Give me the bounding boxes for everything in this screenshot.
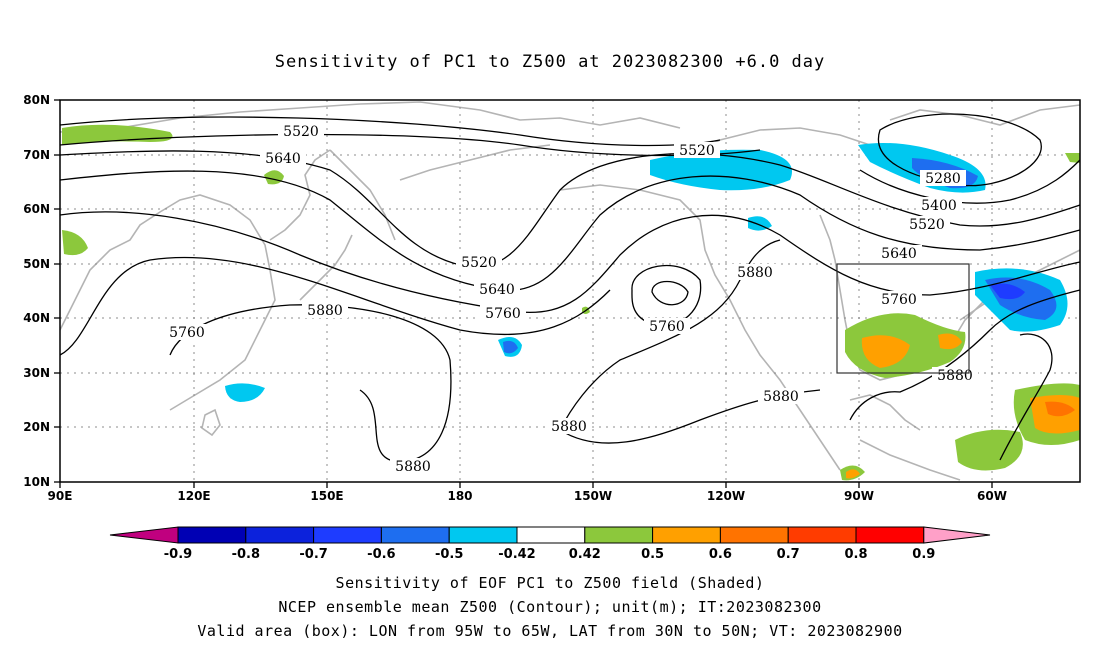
shade-blue-pacific [503,340,518,354]
longitude-labels: 90E 120E 150E 180 150W 120W 90W 60W [48,489,1007,503]
latitude-labels: 80N 70N 60N 50N 40N 30N 20N 10N [23,93,50,489]
shade-orange-mexico [846,469,860,479]
chart-title: Sensitivity of PC1 to Z500 at 2023082300… [274,52,826,72]
colorbar-label: 0.8 [844,547,867,562]
colorbar-label: -0.42 [498,547,535,562]
contour-5880-east [849,289,1081,421]
contour-label: 5760 [881,292,917,308]
caption-valid-area: Valid area (box): LON from 95W to 65W, L… [197,622,903,640]
contour-5640-trough [59,170,1081,292]
colorbar-cell [380,526,450,544]
colorbar-upper-arrow [923,526,991,544]
shade-green-arctic [62,124,173,145]
sensitivity-shading [62,124,1080,481]
colorbar-cell [855,526,925,544]
shade-cyan-west [225,383,265,402]
colorbar-cell [516,526,586,544]
colorbar-cell [584,526,654,544]
lon-label: 150E [310,489,343,503]
caption-shaded: Sensitivity of EOF PC1 to Z500 field (Sh… [335,574,765,592]
colorbar-labels: -0.9 -0.8 -0.7 -0.6 -0.5 -0.42 0.42 0.5 … [164,547,936,562]
colorbar-label: -0.6 [367,547,395,562]
colorbar-label: -0.7 [299,547,327,562]
shade-green-carib [955,429,1023,471]
shade-green-small-b [62,230,88,256]
colorbar-cell [719,526,789,544]
shade-cyan-canada [748,216,772,231]
contour-label: 5880 [937,368,973,384]
colorbar-label: 0.7 [777,547,800,562]
contour-label: 5880 [737,265,773,281]
contour-5880-west [169,304,452,463]
colorbar-cell [787,526,857,544]
lat-label: 10N [23,475,50,489]
contour-label: 5640 [479,282,515,298]
contour-5880-carib [999,333,1053,461]
shade-orange-us-east [938,333,962,350]
lon-label: 90W [844,489,874,503]
contour-label: 5520 [679,143,715,159]
contour-labels: 5520 5640 5520 5280 5400 5520 5640 5760 … [164,123,978,475]
contour-label: 5640 [265,151,301,167]
colorbar-cell [177,526,247,544]
shade-orange-us [861,335,910,368]
lon-label: 120W [707,489,745,503]
contour-label: 5280 [925,171,961,187]
lon-label: 120E [177,489,210,503]
lon-label: 150W [574,489,612,503]
contour-label: 5640 [881,246,917,262]
colorbar-cell [313,526,382,544]
lat-label: 20N [23,420,50,434]
contour-label: 5880 [551,419,587,435]
contour-label: 5760 [485,306,521,322]
colorbar-label: 0.5 [641,547,664,562]
contour-label: 5760 [649,319,685,335]
contour-5280-low [877,113,1042,187]
contour-label: 5520 [461,255,497,271]
lat-label: 60N [23,202,50,216]
shade-red-atl-south [1045,401,1075,417]
colorbar-label: 0.9 [912,547,935,562]
lat-label: 50N [23,257,50,271]
colorbar-label: -0.5 [435,547,463,562]
contour-label: 5880 [763,389,799,405]
contour-5400-low [859,159,1081,204]
colorbar-lower-arrow [109,526,179,544]
map-frame [59,99,1081,483]
lon-label: 60W [977,489,1007,503]
shade-darkblue-atlantic [990,283,1025,300]
lat-label: 70N [23,148,50,162]
colorbar-cell [448,526,518,544]
colorbar-cell [652,526,721,544]
lat-label: 40N [23,311,50,325]
contour-label: 5400 [921,198,957,214]
contour-5520-north [59,116,721,147]
lon-label: 90E [48,489,73,503]
contour-5760-trough [59,211,1081,314]
contour-label: 5880 [395,459,431,475]
contour-label: 5760 [169,325,205,341]
contour-label: 5880 [307,303,343,319]
colorbar-label: -0.9 [164,547,192,562]
contour-small-high [651,280,689,306]
contour-label: 5520 [283,124,319,140]
colorbar [109,526,991,544]
colorbar-label: -0.8 [232,547,260,562]
colorbar-cell [245,526,315,544]
caption-contour: NCEP ensemble mean Z500 (Contour); unit(… [278,598,822,616]
colorbar-label: 0.42 [569,547,601,562]
contour-label: 5520 [909,217,945,233]
shade-cyan-green-right [1065,153,1080,163]
valid-area-box [836,263,970,374]
lon-label: 180 [447,489,472,503]
coastlines [59,101,1081,481]
lat-label: 30N [23,366,50,380]
contour-5760-west [59,256,611,356]
contour-5760-high [631,264,702,327]
axis-ticks [54,99,993,488]
colorbar-label: 0.6 [709,547,732,562]
lat-label: 80N [23,93,50,107]
